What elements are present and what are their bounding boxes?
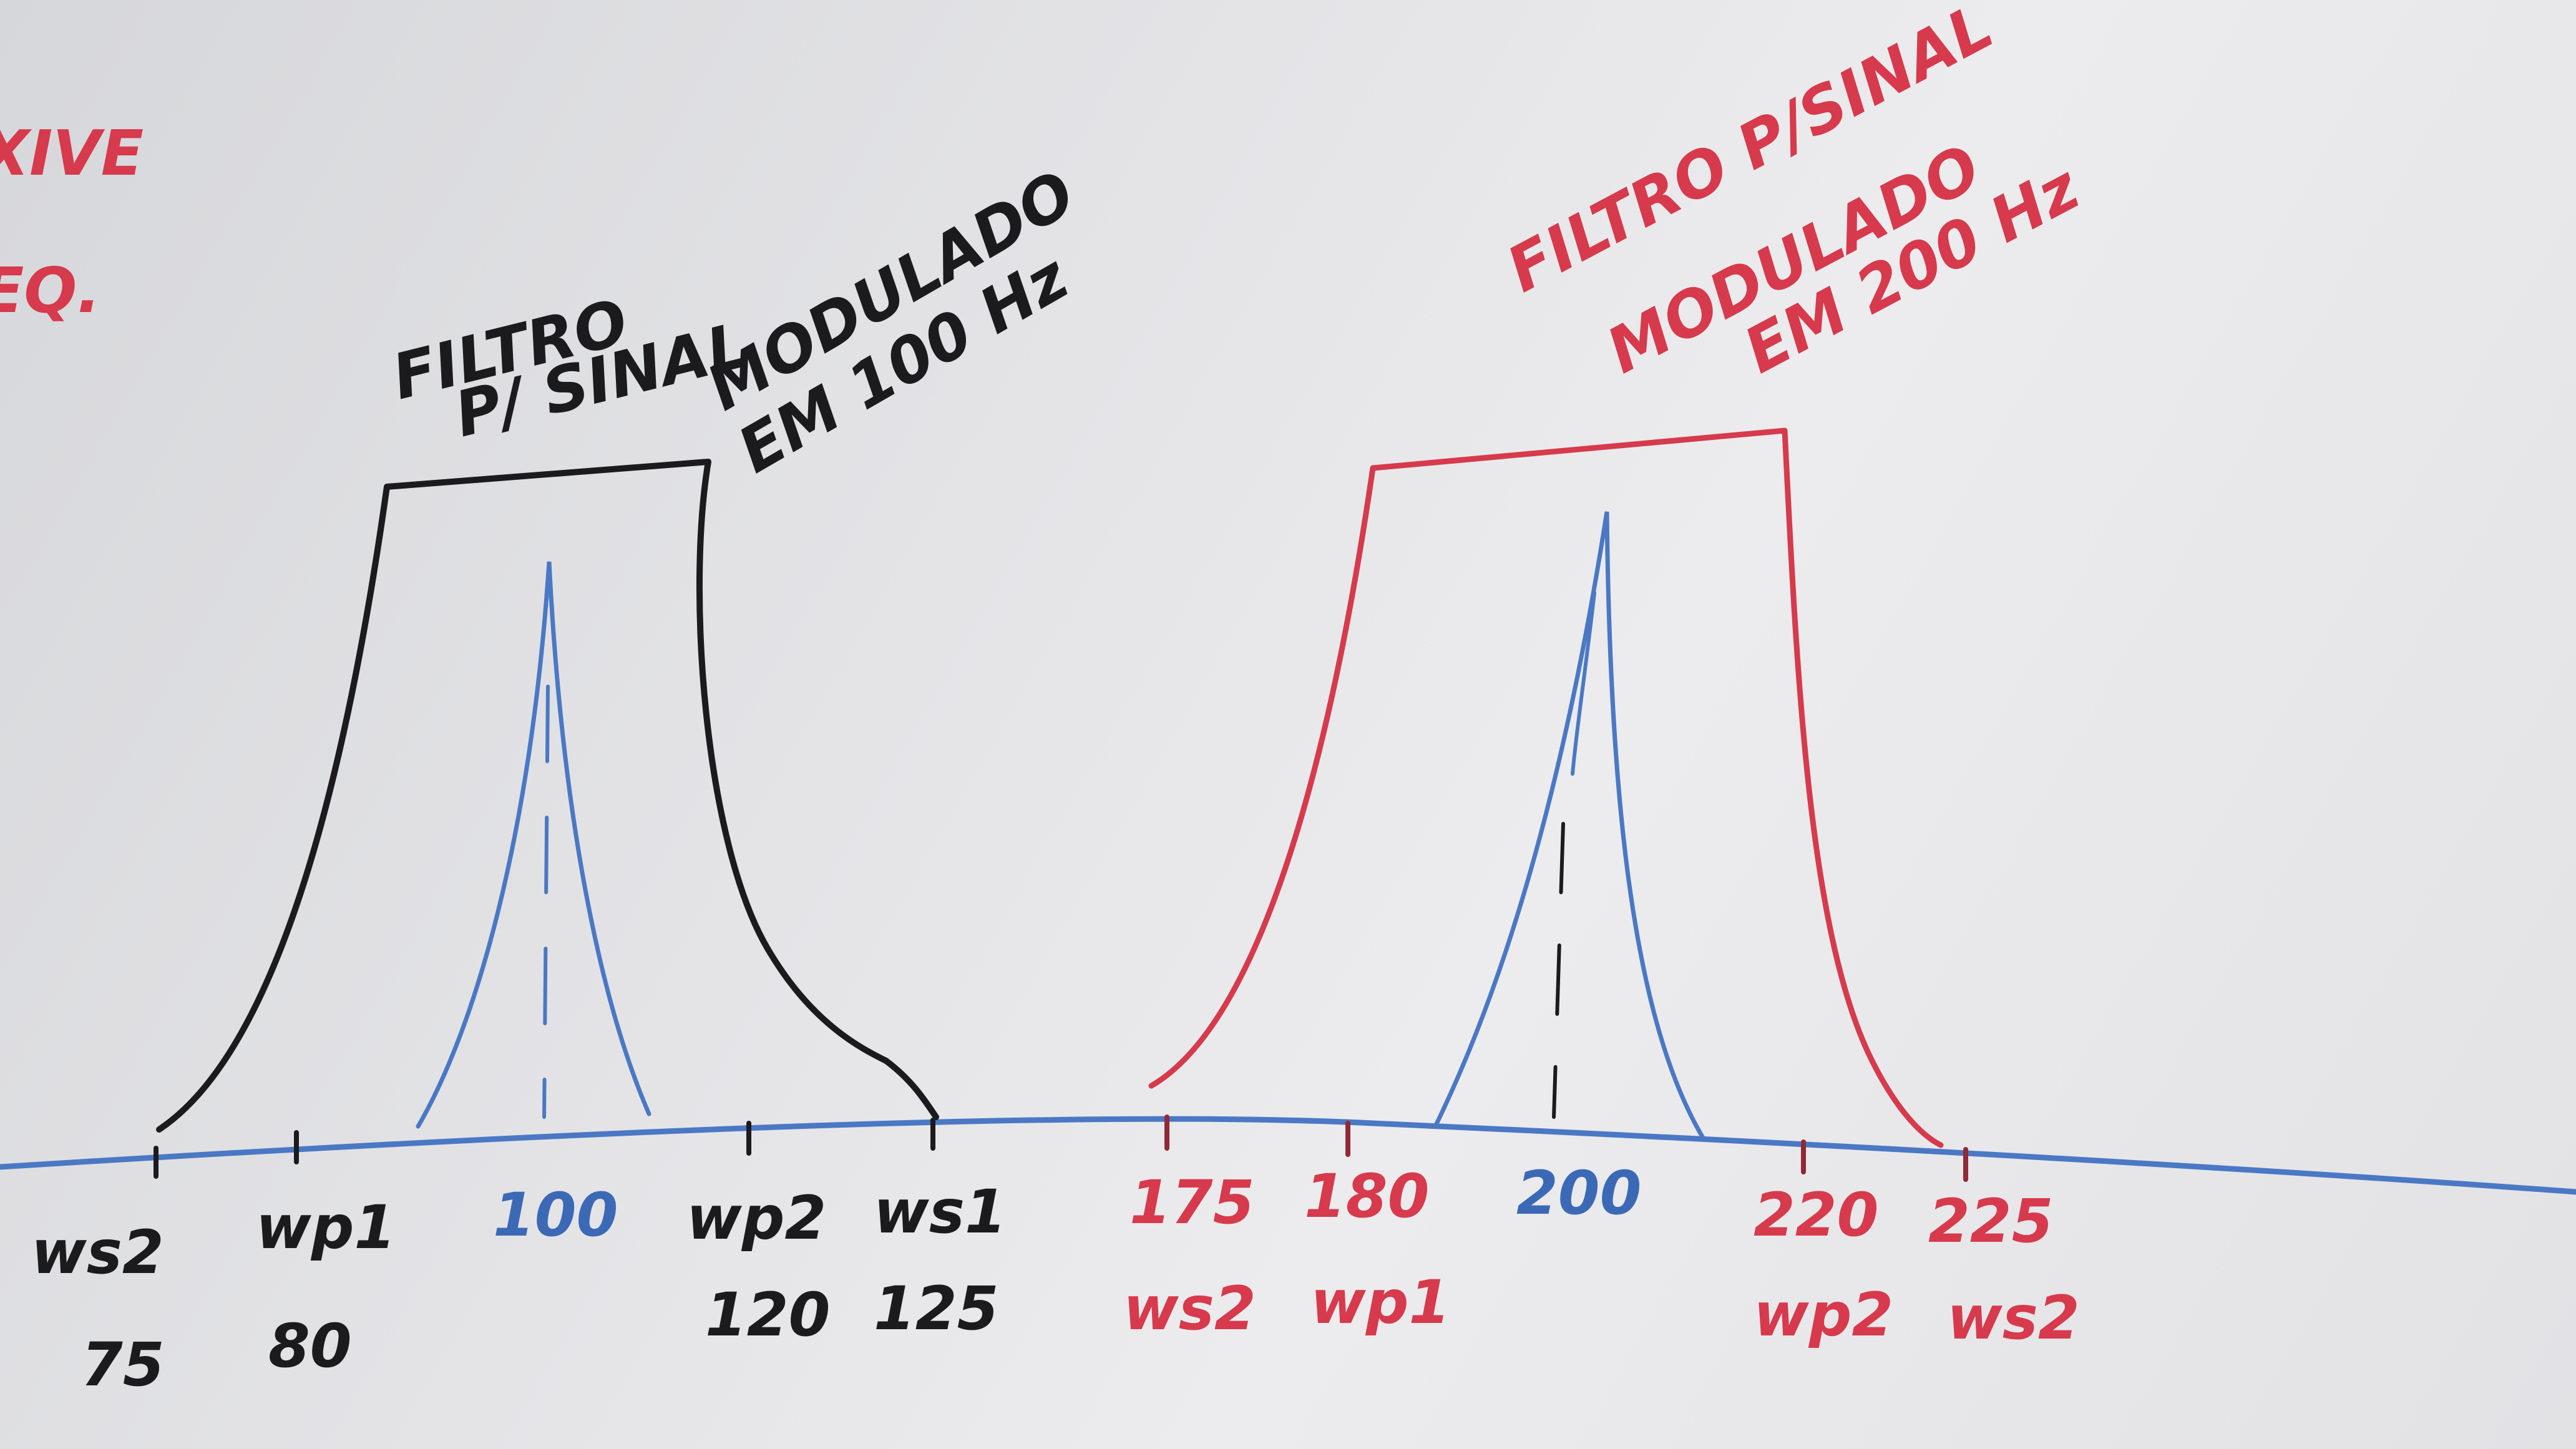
label-225: 225 (1928, 1186, 2053, 1256)
label-175: 175 (1129, 1168, 1254, 1237)
right-signal-spectrum (1433, 511, 1706, 1141)
right-axis-labels: 175 ws2 180 wp1 200 220 wp2 225 ws2 (1123, 1158, 2080, 1353)
left-edge-line-1: XIVE (0, 117, 144, 190)
label-ws2-right: ws2 (1123, 1274, 1256, 1344)
label-200-center: 200 (1516, 1158, 1641, 1228)
label-80: 80 (268, 1311, 352, 1381)
right-tick-marks (1164, 1115, 1968, 1182)
left-signal-center-line (542, 685, 550, 1119)
label-wp1-left: wp1 (256, 1193, 396, 1262)
label-ws2-left: ws2 (31, 1217, 164, 1287)
frequency-axis (0, 1116, 2576, 1195)
label-120: 120 (705, 1280, 830, 1350)
right-signal-center-line (1552, 822, 1565, 1119)
right-signal-inner-line (1571, 591, 1596, 776)
label-100-center: 100 (493, 1180, 618, 1250)
label-180: 180 (1304, 1161, 1429, 1231)
label-wp2-left: wp2 (686, 1183, 826, 1253)
label-220: 220 (1754, 1180, 1878, 1250)
right-filter-envelope (1148, 427, 1944, 1148)
left-axis-labels: ws2 75 wp1 80 100 wp2 120 ws1 125 (31, 1177, 1007, 1400)
label-wp2-right: wp2 (1754, 1280, 1893, 1350)
left-edge-line-2: EQ. (0, 254, 100, 327)
left-tick-marks (154, 1118, 935, 1179)
right-filter-caption: FILTRO P/SINAL MODULADO EM 200 Hz (1495, 0, 2091, 388)
label-ws1-left: ws1 (874, 1177, 1007, 1247)
label-125: 125 (874, 1274, 998, 1344)
label-ws2-right-2: ws2 (1947, 1283, 2080, 1353)
left-signal-spectrum (416, 561, 651, 1129)
left-filter-caption: FILTRO P/ SINAL MODULADO EM 100 Hz (386, 157, 1087, 487)
label-wp1-right: wp1 (1310, 1267, 1450, 1337)
left-filter-envelope (156, 459, 939, 1133)
left-edge-text: XIVE EQ. (0, 117, 144, 327)
label-75: 75 (81, 1330, 165, 1400)
